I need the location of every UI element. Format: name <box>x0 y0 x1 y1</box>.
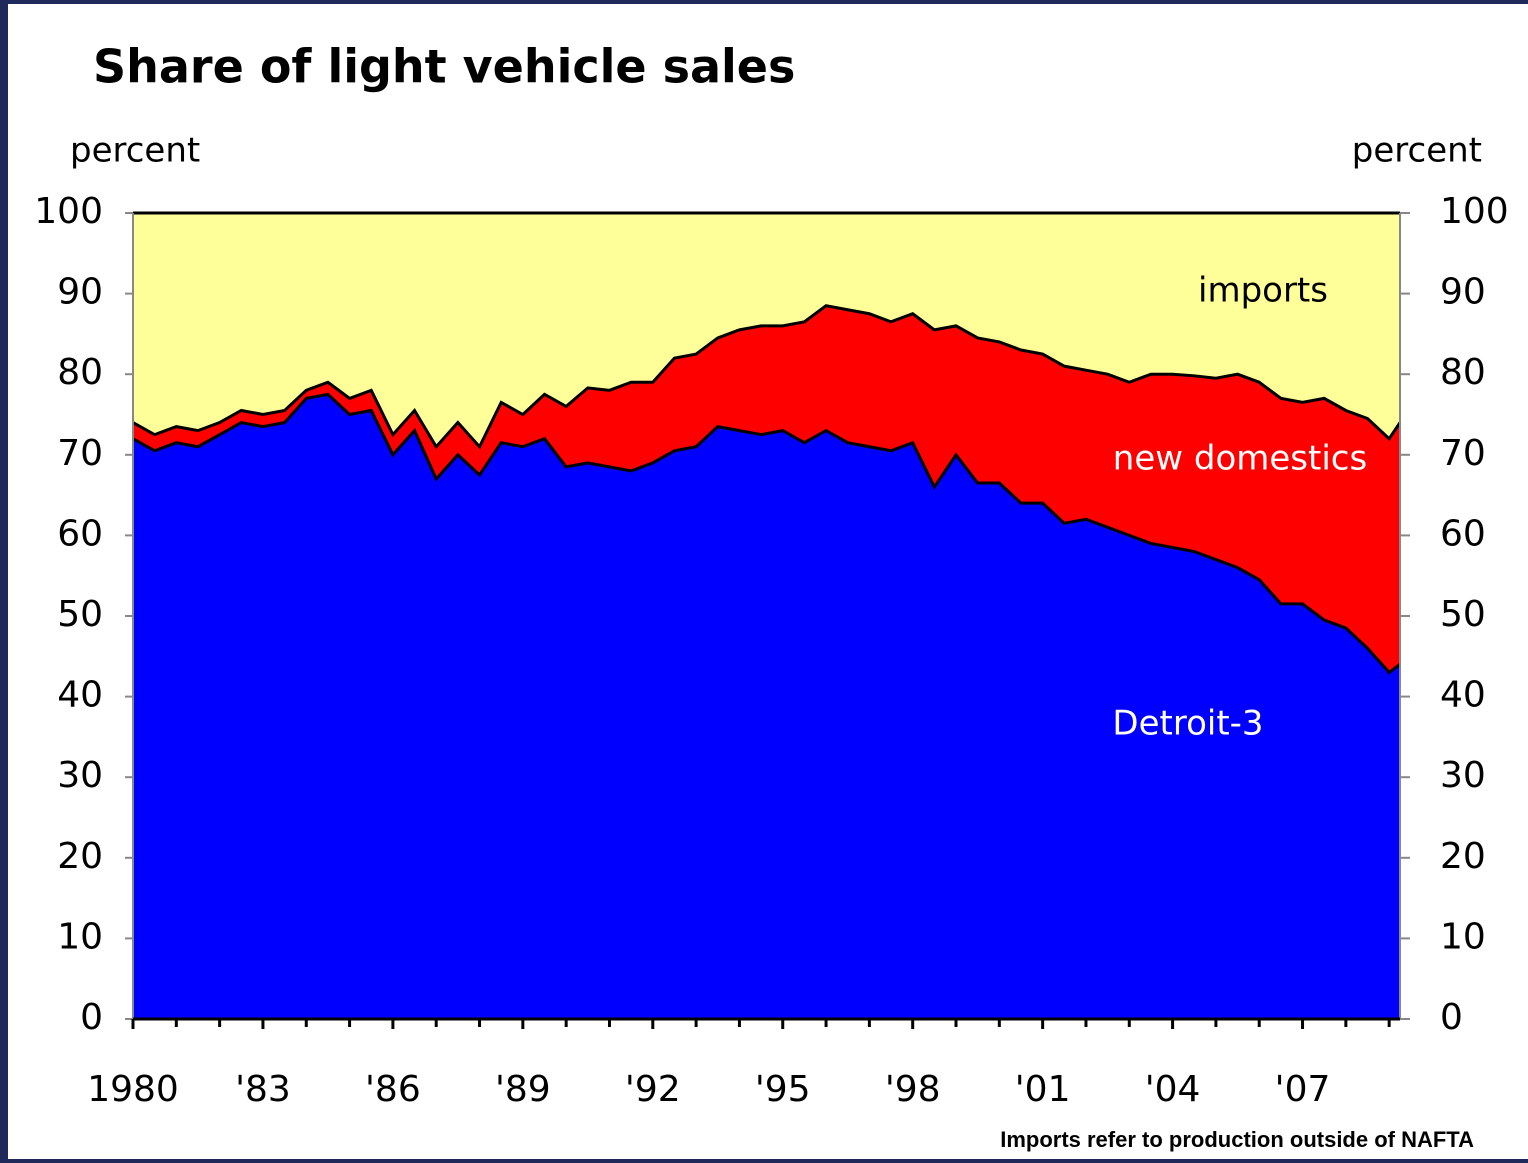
y2-axis-label: percent <box>1352 131 1482 171</box>
area <box>133 305 1400 673</box>
y2-tick-label: 10 <box>1440 916 1486 957</box>
x-tick-label: '86 <box>365 1069 421 1110</box>
y2-tick-label: 40 <box>1440 675 1486 716</box>
x-tick-label: '92 <box>625 1069 681 1110</box>
y-tick-label: 0 <box>80 997 103 1038</box>
y2-tick-label: 30 <box>1440 755 1486 796</box>
y-tick-label: 80 <box>57 352 103 393</box>
chart-title: Share of light vehicle sales <box>93 40 795 94</box>
y2-tick-label: 90 <box>1440 272 1486 313</box>
y-tick-label: 20 <box>57 836 103 877</box>
x-tick-label: '98 <box>885 1069 941 1110</box>
x-tick-label: '01 <box>1015 1069 1071 1110</box>
chart: Share of light vehicle sales percent per… <box>34 40 1509 1152</box>
y2-tick-label: 80 <box>1440 352 1486 393</box>
boundary-line <box>132 392 1401 675</box>
footnote: Imports refer to production outside of N… <box>1000 1127 1474 1152</box>
x-tick-label: '07 <box>1275 1069 1331 1110</box>
page: Share of light vehicle sales percent per… <box>8 4 1528 1159</box>
boundary-line <box>132 304 1402 450</box>
y-tick-label: 10 <box>57 916 103 957</box>
series-label: new domestics <box>1113 439 1367 479</box>
series-label: Detroit-3 <box>1112 704 1263 744</box>
x-tick-label: 1980 <box>87 1069 179 1110</box>
y2-tick-label: 100 <box>1440 191 1509 232</box>
y-tick-label: 40 <box>57 675 103 716</box>
x-tick-label: '95 <box>755 1069 811 1110</box>
y-tick-label: 100 <box>34 191 103 232</box>
y2-tick-label: 0 <box>1440 997 1463 1038</box>
y-tick-label: 30 <box>57 755 103 796</box>
y-tick-label: 60 <box>57 513 103 554</box>
area <box>133 213 1400 447</box>
y2-tick-label: 20 <box>1440 836 1486 877</box>
y2-tick-label: 70 <box>1440 433 1486 474</box>
y-tick-label: 90 <box>57 272 103 313</box>
y-axis-label: percent <box>70 131 200 171</box>
y-tick-label: 50 <box>57 594 103 635</box>
y-tick-label: 70 <box>57 433 103 474</box>
x-tick-label: '89 <box>495 1069 551 1110</box>
series-label: imports <box>1198 271 1328 311</box>
area <box>133 394 1400 1020</box>
y2-tick-label: 50 <box>1440 594 1486 635</box>
x-tick-label: '04 <box>1145 1069 1201 1110</box>
x-tick-label: '83 <box>235 1069 291 1110</box>
y2-tick-label: 60 <box>1440 513 1486 554</box>
